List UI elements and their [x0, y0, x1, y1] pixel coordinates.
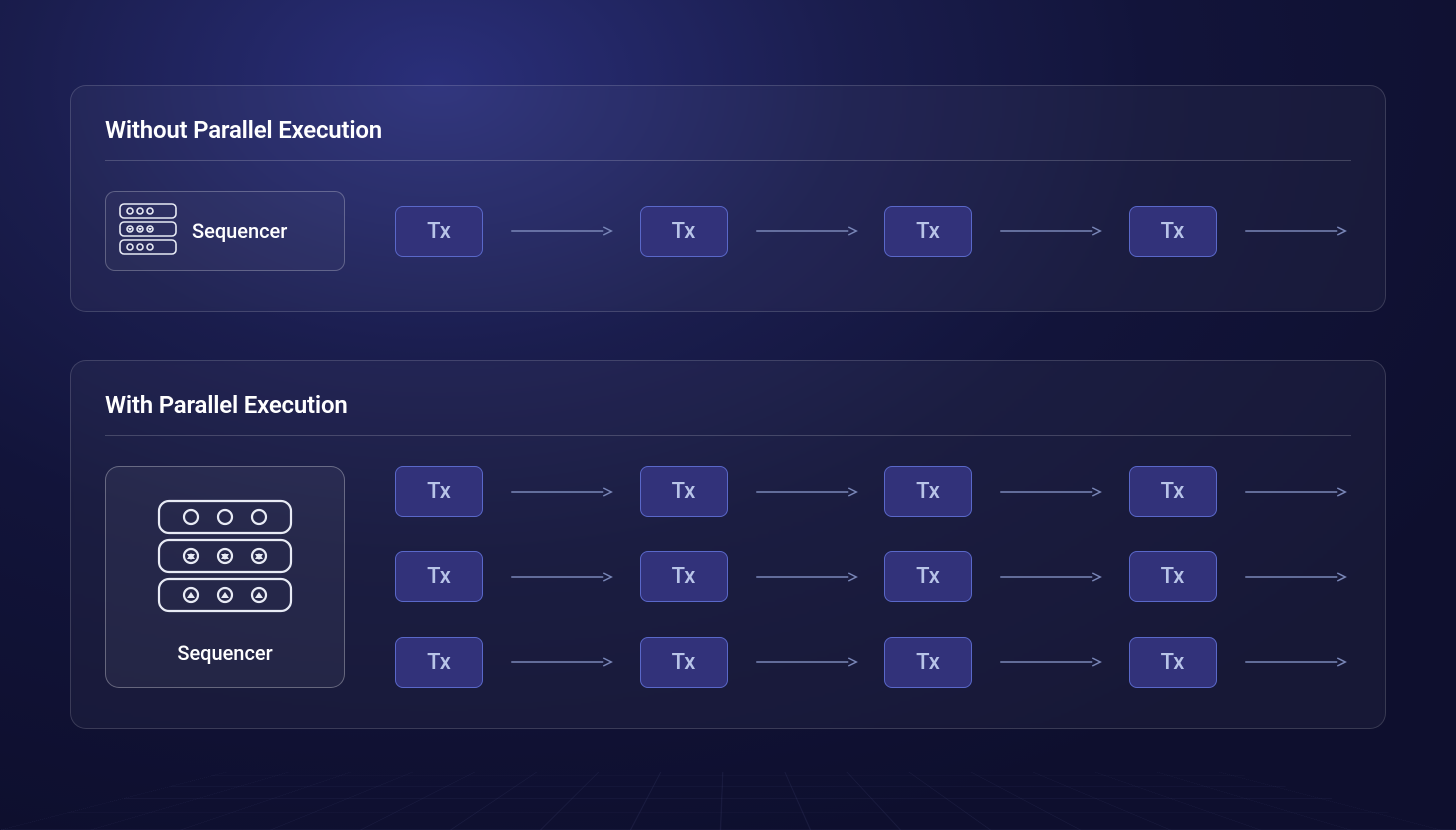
server-icon [155, 497, 295, 619]
arrow-icon [994, 225, 1107, 237]
arrow-icon [750, 225, 863, 237]
tx-stream: Tx Tx Tx Tx [395, 551, 1351, 602]
tx-box: Tx [395, 637, 483, 688]
tx-box: Tx [395, 551, 483, 602]
tx-box: Tx [640, 206, 728, 257]
panel-body: Sequencer Tx Tx Tx Tx [105, 191, 1351, 271]
streams-single: Tx Tx Tx Tx [395, 206, 1351, 257]
arrow-icon [1239, 225, 1352, 237]
diagram-container: Without Parallel Execution Sequencer [0, 0, 1456, 789]
tx-box: Tx [884, 637, 972, 688]
tx-stream: Tx Tx Tx Tx [395, 637, 1351, 688]
panel-title: With Parallel Execution [105, 391, 1351, 419]
server-icon [118, 202, 178, 260]
tx-box: Tx [884, 466, 972, 517]
tx-stream: Tx Tx Tx Tx [395, 206, 1351, 257]
arrow-icon [994, 656, 1107, 668]
arrow-icon [505, 571, 618, 583]
arrow-icon [750, 486, 863, 498]
arrow-icon [1239, 486, 1352, 498]
panel-divider [105, 160, 1351, 161]
streams-parallel: Tx Tx Tx Tx Tx Tx Tx Tx [395, 466, 1351, 688]
arrow-icon [505, 656, 618, 668]
arrow-icon [505, 486, 618, 498]
sequencer-box: Sequencer [105, 191, 345, 271]
arrow-icon [750, 656, 863, 668]
tx-box: Tx [1129, 206, 1217, 257]
tx-box: Tx [1129, 637, 1217, 688]
arrow-icon [1239, 571, 1352, 583]
tx-box: Tx [395, 206, 483, 257]
tx-box: Tx [1129, 551, 1217, 602]
tx-box: Tx [884, 206, 972, 257]
arrow-icon [750, 571, 863, 583]
tx-box: Tx [1129, 466, 1217, 517]
tx-box: Tx [884, 551, 972, 602]
tx-box: Tx [395, 466, 483, 517]
tx-box: Tx [640, 466, 728, 517]
tx-stream: Tx Tx Tx Tx [395, 466, 1351, 517]
arrow-icon [994, 571, 1107, 583]
panel-body: Sequencer Tx Tx Tx Tx Tx Tx [105, 466, 1351, 688]
panel-title: Without Parallel Execution [105, 116, 1351, 144]
sequencer-box: Sequencer [105, 466, 345, 688]
panel-divider [105, 435, 1351, 436]
arrow-icon [1239, 656, 1352, 668]
panel-without-parallel: Without Parallel Execution Sequencer [70, 85, 1386, 312]
panel-with-parallel: With Parallel Execution [70, 360, 1386, 729]
tx-box: Tx [640, 551, 728, 602]
tx-box: Tx [640, 637, 728, 688]
sequencer-label: Sequencer [192, 219, 287, 243]
arrow-icon [994, 486, 1107, 498]
arrow-icon [505, 225, 618, 237]
sequencer-label: Sequencer [177, 641, 272, 665]
